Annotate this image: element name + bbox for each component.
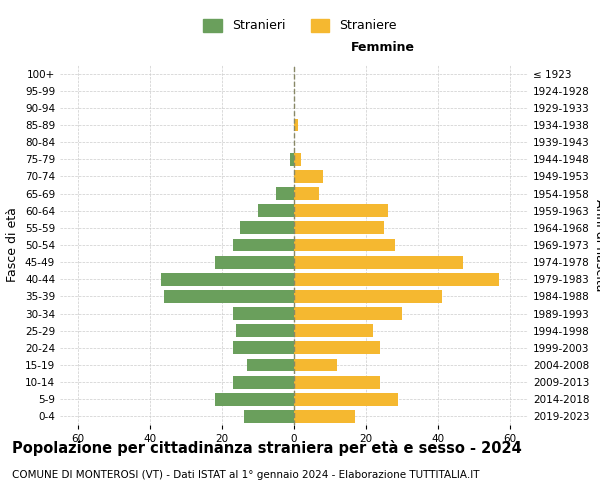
Y-axis label: Anni di nascita: Anni di nascita: [593, 198, 600, 291]
Legend: Stranieri, Straniere: Stranieri, Straniere: [198, 14, 402, 38]
Bar: [294, 376, 380, 388]
Text: Femmine: Femmine: [351, 41, 415, 54]
Bar: [294, 170, 323, 183]
Bar: [258, 204, 294, 217]
Bar: [215, 393, 294, 406]
Bar: [294, 358, 337, 372]
Bar: [244, 410, 294, 423]
Bar: [294, 342, 380, 354]
Bar: [294, 273, 499, 285]
Bar: [294, 307, 402, 320]
Bar: [294, 256, 463, 268]
Bar: [215, 256, 294, 268]
Bar: [236, 324, 294, 337]
Bar: [247, 358, 294, 372]
Bar: [294, 393, 398, 406]
Bar: [294, 238, 395, 252]
Bar: [294, 222, 384, 234]
Y-axis label: Fasce di età: Fasce di età: [7, 208, 19, 282]
Bar: [161, 273, 294, 285]
Bar: [240, 222, 294, 234]
Text: Popolazione per cittadinanza straniera per età e sesso - 2024: Popolazione per cittadinanza straniera p…: [12, 440, 522, 456]
Bar: [233, 307, 294, 320]
Text: COMUNE DI MONTEROSI (VT) - Dati ISTAT al 1° gennaio 2024 - Elaborazione TUTTITAL: COMUNE DI MONTEROSI (VT) - Dati ISTAT al…: [12, 470, 479, 480]
Bar: [294, 324, 373, 337]
Bar: [294, 290, 442, 303]
Bar: [290, 153, 294, 166]
Bar: [294, 153, 301, 166]
Bar: [294, 187, 319, 200]
Bar: [294, 410, 355, 423]
Bar: [233, 376, 294, 388]
Bar: [233, 342, 294, 354]
Bar: [233, 238, 294, 252]
Bar: [294, 118, 298, 132]
Bar: [276, 187, 294, 200]
Bar: [294, 204, 388, 217]
Bar: [164, 290, 294, 303]
